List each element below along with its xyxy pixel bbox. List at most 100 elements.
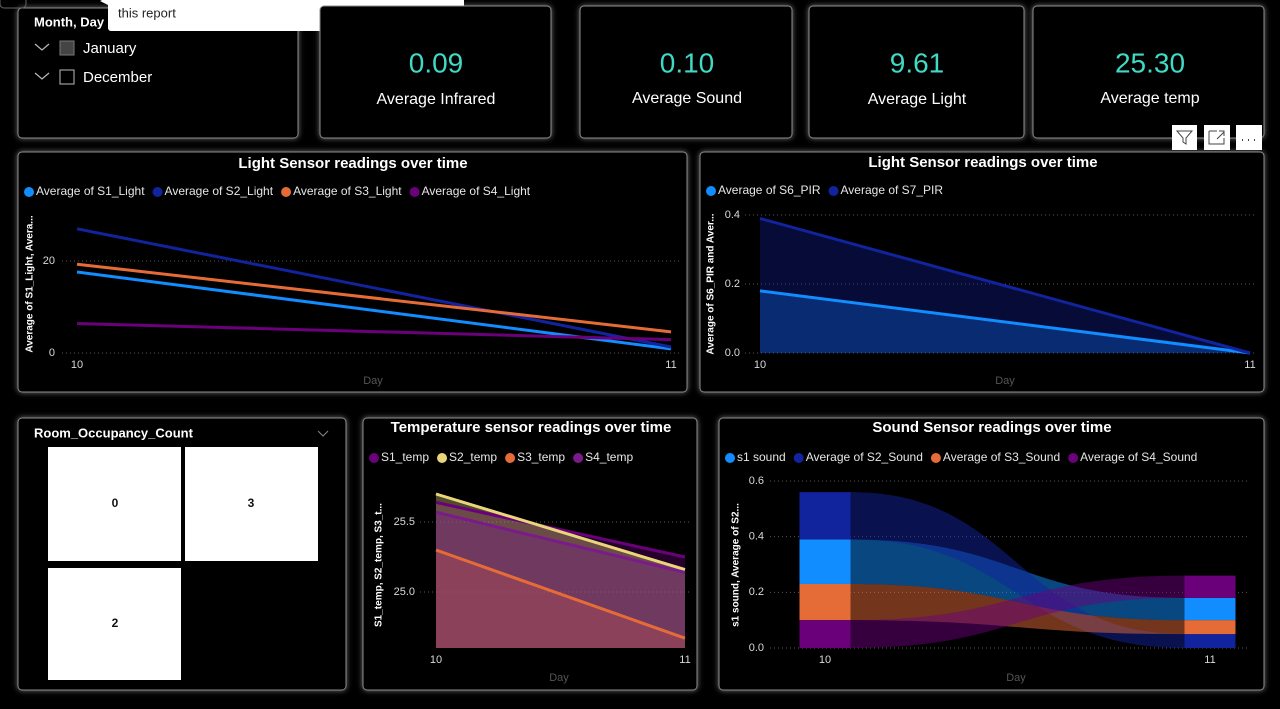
more-options[interactable]	[1236, 125, 1262, 150]
y-tick-label: 0.4	[749, 531, 764, 543]
y-tick-label: 20	[43, 255, 55, 267]
card-value: 25.30	[1115, 47, 1185, 78]
x-axis-title: Day	[995, 375, 1015, 387]
slicer-item[interactable]: December	[83, 69, 152, 86]
ribbon-bar	[1184, 634, 1236, 648]
ribbon	[850, 575, 1185, 648]
chart-title: Sound Sensor readings over time	[872, 419, 1111, 436]
y-tick-label: 0	[49, 347, 55, 359]
chart-panel	[362, 417, 698, 691]
focus-icon[interactable]	[1204, 125, 1230, 150]
slicer-title: Month, Day	[34, 14, 105, 29]
y-tick-label: 0.0	[725, 347, 740, 359]
series-line	[435, 548, 686, 640]
y-axis-title: Average of S6_PIR and Aver...	[706, 213, 717, 354]
legend-marker	[409, 187, 420, 197]
legend-label: Average of S3_Light	[293, 184, 402, 198]
x-tick-label: 11	[1204, 654, 1215, 666]
x-tick-label: 11	[665, 359, 676, 371]
checkbox[interactable]	[59, 69, 75, 85]
y-tick-label: 0.0	[749, 642, 764, 654]
tile[interactable]	[185, 447, 318, 561]
y-tick-label: 25.5	[394, 516, 415, 528]
y-axis-title: s1 sound, Average of S2...	[731, 503, 742, 627]
legend-label: Average of S2_Sound	[806, 450, 923, 464]
legend-marker	[706, 186, 716, 196]
x-tick-label: 10	[819, 654, 831, 666]
card-label: Average Infrared	[377, 91, 496, 108]
x-tick-label: 10	[430, 654, 442, 666]
card-panel	[579, 5, 793, 139]
y-tick-label: 0.2	[725, 278, 740, 290]
legend-marker	[281, 187, 292, 197]
checkbox[interactable]	[59, 40, 75, 56]
tile-label: 0	[112, 496, 119, 510]
y-tick-label: 0.6	[749, 475, 764, 487]
ribbon-bar	[799, 620, 851, 648]
tile[interactable]	[48, 447, 181, 561]
legend-label: s1 sound	[737, 450, 786, 464]
series-area	[436, 502, 685, 648]
card-value: 0.09	[409, 47, 464, 78]
card-panel	[808, 5, 1025, 139]
occupancy-title: Room_Occupancy_Count	[34, 425, 194, 440]
series-line	[435, 500, 686, 559]
series-area	[436, 512, 685, 648]
legend-marker	[793, 453, 804, 463]
legend-label: S2_temp	[449, 450, 497, 464]
card-value: 9.61	[890, 47, 945, 78]
legend-marker	[930, 453, 941, 463]
ribbon-bar	[1184, 597, 1236, 621]
legend-label: Average of S6_PIR	[718, 183, 821, 197]
tooltip-pointer	[100, 0, 108, 5]
tile[interactable]	[48, 568, 181, 680]
y-tick-label: 25.0	[394, 586, 415, 598]
card-panel	[1032, 5, 1265, 139]
series-line	[759, 289, 1251, 355]
legend-marker	[369, 453, 379, 463]
chevron[interactable]	[317, 430, 329, 437]
filter-glyph	[1175, 130, 1194, 145]
x-tick-label: 11	[1244, 359, 1255, 371]
tile-label: 3	[248, 496, 255, 510]
ribbon-bar	[799, 583, 851, 621]
series-line	[76, 227, 672, 349]
series-line	[759, 217, 1251, 355]
x-axis-title: Day	[549, 672, 569, 684]
ribbon-bar	[1184, 575, 1236, 598]
filter-icon[interactable]	[1172, 125, 1197, 150]
legend-marker	[24, 187, 34, 197]
legend-label: S4_temp	[585, 450, 633, 464]
legend-label: Average of S2_Light	[165, 184, 274, 198]
legend-label: Average of S4_Sound	[1080, 450, 1197, 464]
y-axis-title: Average of S1_Light, Avera...	[25, 215, 36, 352]
tooltip-text: this report	[118, 5, 176, 20]
chart-panel	[17, 151, 688, 393]
series-line	[76, 322, 672, 342]
ribbon-bar	[799, 539, 851, 584]
legend-label: S1_temp	[381, 450, 429, 464]
series-area	[436, 494, 685, 648]
ribbon	[850, 492, 1185, 648]
y-axis-title: S1_temp, S2_temp, S3_t...	[374, 503, 385, 627]
expand-chevron[interactable]	[34, 43, 50, 51]
legend-marker	[573, 453, 584, 463]
expand-chevron[interactable]	[34, 72, 50, 80]
card-label: Average temp	[1100, 90, 1199, 107]
series-line	[435, 510, 686, 574]
ribbon-bar	[1184, 620, 1236, 635]
tile-label: 2	[112, 616, 119, 630]
x-tick-label: 10	[71, 359, 83, 371]
chart-title: Light Sensor readings over time	[238, 155, 467, 172]
card-panel	[319, 5, 552, 139]
series-line	[76, 262, 672, 334]
card-value: 0.10	[660, 47, 715, 78]
legend-label: S3_temp	[517, 450, 565, 464]
card-label: Average Light	[868, 91, 967, 108]
back-button[interactable]	[0, 0, 27, 9]
slicer-item[interactable]: January	[83, 40, 137, 57]
series-line	[435, 492, 686, 572]
legend-marker	[1068, 453, 1079, 463]
legend-label: Average of S4_Light	[422, 184, 531, 198]
